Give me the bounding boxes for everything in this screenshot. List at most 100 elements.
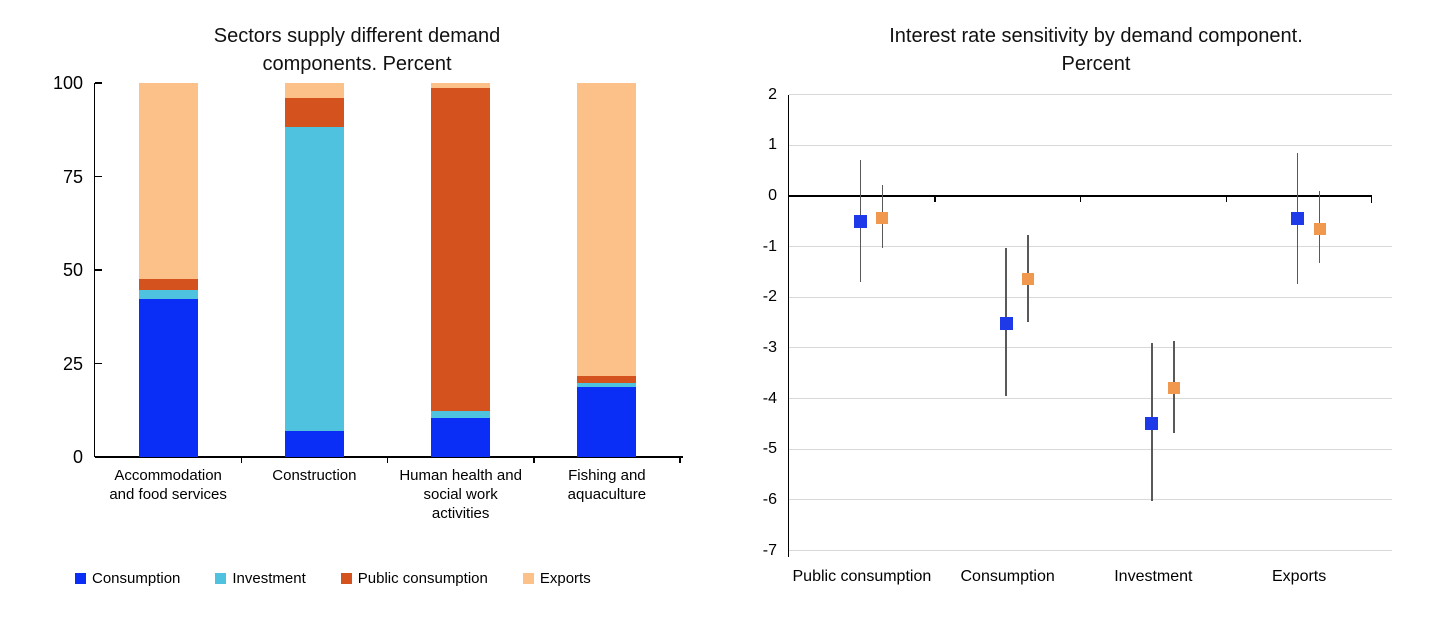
y-axis-line <box>93 83 95 457</box>
x-axis-category-label: Consumption <box>960 568 1055 585</box>
data-point-marker-blue <box>1291 212 1305 226</box>
x-axis-category-label-line: Fishing and <box>568 467 646 484</box>
legend-label: Public consumption <box>357 570 488 587</box>
y-axis-tick-label: 2 <box>768 85 777 103</box>
bar-segment-public-consumption <box>138 278 198 291</box>
y-axis-tick-label: 100 <box>52 73 83 93</box>
y-axis-tick-label: -7 <box>762 541 777 559</box>
data-point-marker-blue <box>853 214 867 228</box>
bar-segment-investment <box>284 127 344 431</box>
legend-item-exports: Exports <box>522 570 591 587</box>
x-axis-category-label-line: activities <box>431 505 490 522</box>
x-axis-category-label-line: aquaculture <box>567 486 647 503</box>
x-axis-tick <box>1079 196 1082 202</box>
gridline <box>789 448 1392 450</box>
x-axis-category-label-line: social work <box>423 486 498 503</box>
legend-swatch <box>522 573 534 584</box>
y-axis-tick-label: -2 <box>762 288 777 306</box>
y-axis-tick-label: 0 <box>768 187 777 204</box>
data-point-marker-blue <box>1145 417 1159 431</box>
legend-item-public-consumption: Public consumption <box>340 570 488 587</box>
bar-segment-exports <box>284 83 344 98</box>
bar-segment-public-consumption <box>577 375 637 383</box>
legend-label: Investment <box>232 570 306 587</box>
y-axis-tick-label: 0 <box>72 447 83 467</box>
x-axis-category-label: Construction <box>234 466 394 485</box>
data-point-marker-orange <box>1167 382 1180 394</box>
x-axis-category-label-line: Accommodation <box>114 467 222 484</box>
x-axis-category-label: Human health and social work activities <box>381 466 541 523</box>
y-axis-tick <box>95 269 102 271</box>
y-axis-tick-label: -5 <box>762 440 777 458</box>
right-chart-title: Interest rate sensitivity by demand comp… <box>771 22 1421 78</box>
legend-label: Consumption <box>92 570 181 587</box>
bar-segment-consumption <box>284 430 344 457</box>
left-chart-title: Sectors supply different demand componen… <box>57 22 657 78</box>
y-axis-tick-label: 25 <box>62 353 83 374</box>
x-axis-category-label: Accommodation and food services <box>88 466 248 504</box>
x-axis-tick <box>386 457 389 463</box>
left-chart-title-line2: components. Percent <box>262 53 452 75</box>
right-chart-title-line2: Percent <box>1061 53 1131 75</box>
legend-label: Exports <box>539 570 591 587</box>
legend-swatch <box>340 573 352 584</box>
bar-segment-exports <box>577 83 637 376</box>
bar-segment-exports <box>138 83 198 279</box>
bar-segment-public-consumption <box>284 97 344 128</box>
x-axis-tick <box>679 457 681 463</box>
gridline <box>789 499 1392 501</box>
legend-item-consumption: Consumption <box>75 570 180 587</box>
legend-item-investment: Investment <box>215 570 306 587</box>
x-axis-tick <box>934 196 936 202</box>
x-axis-tick <box>1225 196 1227 202</box>
gridline <box>789 296 1392 298</box>
legend-swatch <box>75 573 86 584</box>
bar-segment-exports <box>431 83 491 88</box>
bar-segment-investment <box>138 290 198 300</box>
data-point-marker-orange <box>876 211 889 224</box>
y-axis-tick-label: -3 <box>762 338 777 356</box>
x-axis-category-label-line: Construction <box>272 467 357 484</box>
x-axis-category-label: Public consumption <box>792 568 932 585</box>
y-axis-tick-label: -1 <box>762 237 777 255</box>
left-chart-title-line1: Sectors supply different demand <box>213 25 501 47</box>
y-axis-tick-label: -4 <box>762 389 777 407</box>
y-axis-tick <box>95 82 102 84</box>
x-axis-category-label: Investment <box>1114 568 1193 585</box>
legend-swatch <box>215 573 227 584</box>
gridline <box>789 144 1392 146</box>
y-axis-tick-label: -6 <box>762 490 777 508</box>
x-axis-category-label: Fishing and aquaculture <box>527 466 687 504</box>
x-axis-tick <box>240 457 242 463</box>
gridline <box>789 246 1392 248</box>
x-axis-category-label: Exports <box>1272 568 1327 585</box>
gridline <box>789 347 1392 349</box>
x-axis-line <box>95 456 683 458</box>
y-axis-tick-label: 75 <box>62 166 83 187</box>
gridline <box>789 550 1392 552</box>
y-axis-tick <box>95 362 102 365</box>
x-axis-tick <box>533 457 535 463</box>
x-axis-end-tick <box>1370 195 1372 204</box>
y-axis-line <box>787 94 789 557</box>
right-chart-title-line1: Interest rate sensitivity by demand comp… <box>889 25 1303 47</box>
y-axis-tick <box>95 175 102 178</box>
bar-segment-consumption <box>431 417 491 457</box>
data-point-marker-blue <box>999 317 1013 331</box>
data-point-marker-orange <box>1313 222 1326 235</box>
y-axis-tick-label: 1 <box>768 136 777 154</box>
bar-segment-consumption <box>577 387 637 457</box>
data-point-marker-orange <box>1022 273 1035 286</box>
chart-legend: Consumption Investment Public consumption E… <box>75 570 591 587</box>
bar-segment-investment <box>431 410 491 418</box>
y-axis-tick-label: 50 <box>62 260 83 280</box>
bar-segment-public-consumption <box>431 87 491 411</box>
bar-segment-investment <box>577 382 637 388</box>
gridline <box>789 398 1392 400</box>
bar-segment-consumption <box>138 299 198 457</box>
x-axis-category-label-line: and food services <box>109 486 227 503</box>
gridline <box>789 94 1392 96</box>
